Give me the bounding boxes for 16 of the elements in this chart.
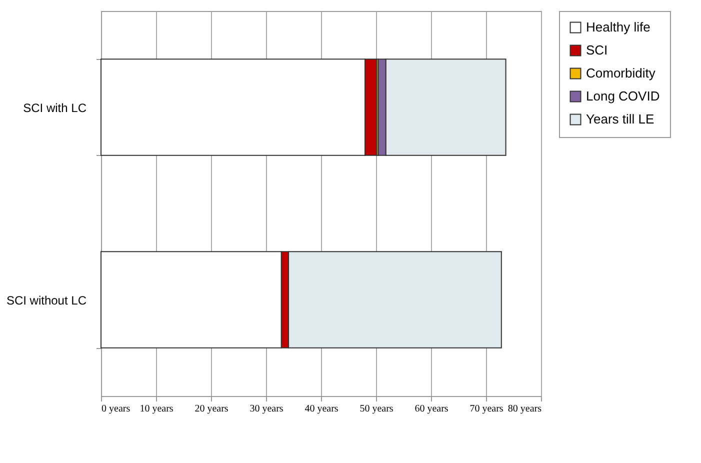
x-tick-label: 60 years xyxy=(414,404,448,414)
legend-label: Comorbidity xyxy=(586,66,656,80)
x-tick-label: 0 years xyxy=(102,404,130,414)
x-tick-label: 30 years xyxy=(250,404,284,414)
legend-label: Long COVID xyxy=(586,88,660,104)
x-tick-label: 10 years xyxy=(140,404,174,414)
legend-label: Healthy life xyxy=(586,20,650,34)
x-tick-label: 20 years xyxy=(194,404,228,414)
y-tick-label: SCI without LC xyxy=(6,293,87,308)
legend-label: SCI xyxy=(586,42,608,58)
x-tick-label: 40 years xyxy=(304,404,338,414)
y-tick-label: SCI with LC xyxy=(23,100,87,115)
x-tick-label: 70 years xyxy=(470,404,504,414)
x-tick-label: 80 years xyxy=(508,404,542,414)
legend-label: Years till LE xyxy=(586,112,654,126)
x-tick-label: 50 years xyxy=(360,404,394,414)
